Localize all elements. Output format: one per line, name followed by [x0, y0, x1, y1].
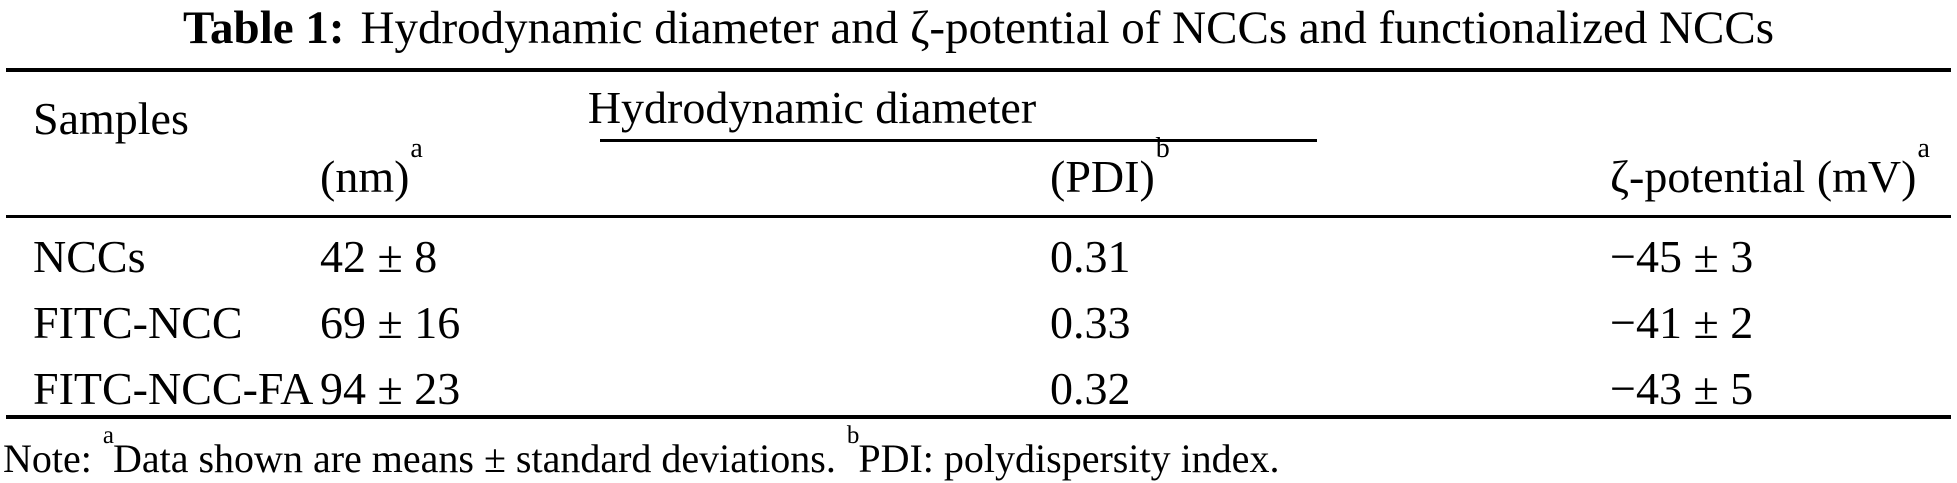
- footnote-text-a: Data shown are means ± standard deviatio…: [112, 436, 846, 481]
- zeta-potential-cell: −41 ± 2: [1610, 297, 1754, 348]
- nm-header-text: (nm): [320, 150, 410, 202]
- table-row: FITC-NCC 69 ± 16 0.33 −41 ± 2: [6, 283, 1951, 350]
- footnote-marker-a: a: [1917, 133, 1930, 165]
- hydrodynamic-diameter-group-header: Hydrodynamic diameter: [297, 70, 1590, 142]
- footnote-marker-b: b: [1155, 133, 1170, 165]
- table-caption: Table 1: Hydrodynamic diameter and ζ-pote…: [0, 1, 1957, 55]
- footnote-text-b: PDI: polydispersity index.: [858, 436, 1280, 481]
- diameter-nm-cell: 94 ± 23: [297, 350, 1026, 419]
- footnote-marker-a: a: [102, 421, 114, 449]
- pdi-column-header: (PDI)b: [1026, 135, 1590, 218]
- table-row: FITC-NCC-FA 94 ± 23 0.32 −43 ± 5: [6, 350, 1951, 419]
- zeta-header-text: ζ-potential (mV): [1610, 150, 1917, 202]
- table-footnote: Note: aData shown are means ± standard d…: [3, 423, 1280, 482]
- hydrodynamic-diameter-label: Hydrodynamic diameter: [587, 82, 1037, 133]
- sample-name-cell: NCCs: [33, 230, 146, 282]
- table-caption-text: Hydrodynamic diameter and ζ-potential of…: [360, 2, 1774, 54]
- pdi-header-text: (PDI): [1050, 150, 1155, 202]
- zeta-potential-cell: −43 ± 5: [1590, 350, 1951, 419]
- samples-column-header: Samples: [6, 70, 297, 218]
- pdi-cell: 0.31: [1050, 230, 1131, 282]
- pdi-cell: 0.32: [1026, 350, 1590, 419]
- zeta-potential-cell: −45 ± 3: [1610, 230, 1754, 282]
- nm-column-header: (nm)a: [297, 135, 1026, 218]
- group-header-underline: [600, 139, 1317, 142]
- table-caption-label: Table 1:: [183, 2, 345, 54]
- footnote-marker-b: b: [846, 421, 860, 449]
- diameter-nm-cell: 42 ± 8: [320, 230, 438, 282]
- footnote-prefix: Note:: [3, 436, 102, 481]
- zeta-potential-column-header: ζ-potential (mV)a: [1590, 135, 1951, 218]
- header-row-group: Samples Hydrodynamic diameter: [6, 70, 1951, 218]
- diameter-nm-cell: 69 ± 16: [320, 297, 461, 348]
- header-row-sub: (nm)a (PDI)b ζ-potential (mV)a: [6, 135, 1951, 218]
- empty-header-cell: [1590, 70, 1951, 142]
- sample-name-cell: FITC-NCC: [33, 297, 243, 348]
- data-table: Samples Hydrodynamic diameter (nm)a (PDI…: [6, 68, 1951, 419]
- pdi-cell: 0.33: [1050, 297, 1131, 348]
- sample-name-cell: FITC-NCC-FA: [6, 350, 313, 419]
- table-row: NCCs 42 ± 8 0.31 −45 ± 3: [6, 216, 1951, 283]
- footnote-marker-a: a: [410, 133, 423, 165]
